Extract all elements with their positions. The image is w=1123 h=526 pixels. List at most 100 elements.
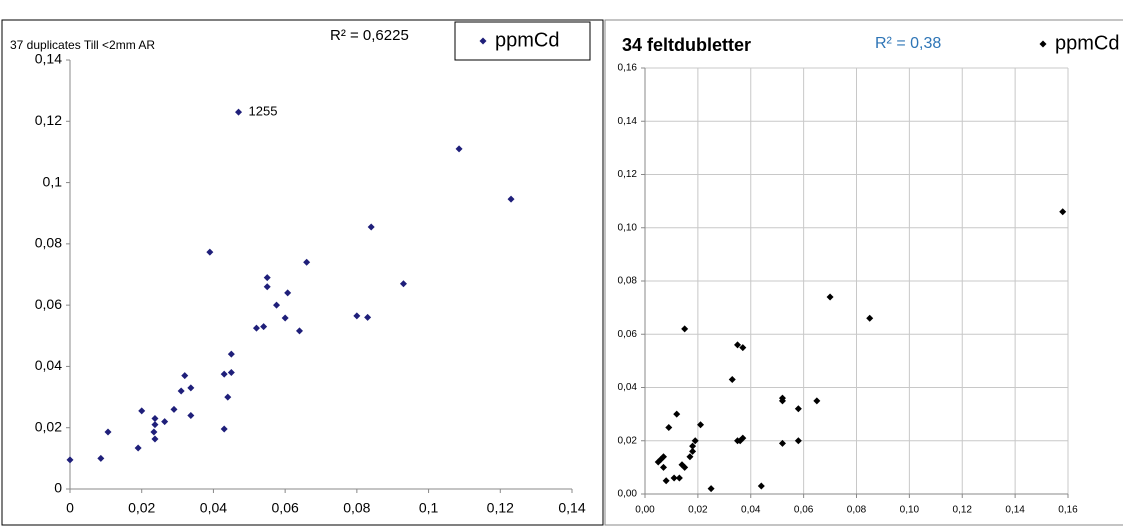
y-tick-label: 0,06 (618, 329, 638, 340)
x-tick-label: 0,00 (635, 505, 655, 516)
point (813, 397, 821, 405)
point (399, 280, 407, 288)
x-tick-label: 0,12 (487, 500, 514, 516)
point (151, 421, 159, 429)
y-tick-label: 0,02 (35, 418, 62, 434)
point (97, 454, 105, 462)
x-tick-label: 0 (66, 500, 74, 516)
point (757, 482, 765, 490)
point (181, 372, 189, 380)
y-tick-label: 0 (54, 480, 62, 496)
x-tick-label: 0,12 (953, 505, 973, 516)
y-tick-label: 0,02 (618, 435, 638, 446)
point (778, 439, 786, 447)
point (728, 376, 736, 384)
point (778, 397, 786, 405)
r-squared: R² = 0,6225 (330, 27, 409, 44)
x-tick-label: 0,02 (128, 500, 155, 516)
point (227, 369, 235, 377)
point (707, 485, 715, 493)
point (670, 474, 678, 482)
y-tick-label: 0,16 (618, 63, 638, 74)
legend-label: ppmCd (1055, 32, 1119, 54)
point (263, 274, 271, 282)
point (866, 314, 874, 322)
point (739, 434, 747, 442)
x-tick-label: 0,08 (343, 500, 370, 516)
legend-marker (1039, 40, 1047, 48)
y-tick-label: 0,04 (35, 357, 62, 373)
point (161, 418, 169, 426)
point (263, 283, 271, 291)
point (697, 421, 705, 429)
legend-marker (479, 37, 487, 45)
point (227, 350, 235, 358)
y-tick-label: 0,00 (618, 489, 638, 500)
y-tick-label: 0,14 (35, 51, 62, 67)
y-tick-label: 0,12 (35, 112, 62, 128)
point (206, 248, 214, 256)
legend-label: ppmCd (495, 29, 559, 51)
point (665, 423, 673, 431)
point (134, 444, 142, 452)
y-tick-label: 0,06 (35, 296, 62, 312)
legend-box (454, 21, 591, 61)
point (252, 324, 260, 332)
x-tick-label: 0,06 (794, 505, 814, 516)
y-tick-label: 0,04 (618, 382, 638, 393)
point (260, 323, 268, 331)
point (794, 405, 802, 413)
left-panel (1, 19, 604, 526)
point (734, 341, 742, 349)
point (681, 463, 689, 471)
x-tick-label: 0,1 (419, 500, 439, 516)
y-tick-label: 0,1 (43, 173, 63, 189)
point (66, 456, 74, 464)
point (187, 384, 195, 392)
point (235, 108, 243, 116)
point (689, 447, 697, 455)
point (151, 415, 159, 423)
point (170, 405, 178, 413)
point (220, 370, 228, 378)
point (681, 325, 689, 333)
right-panel (604, 19, 1123, 526)
x-tick-label: 0,06 (272, 500, 299, 516)
x-tick-label: 0,14 (1005, 505, 1025, 516)
point (151, 435, 159, 443)
x-tick-label: 0,02 (688, 505, 708, 516)
y-tick-label: 0,08 (35, 235, 62, 251)
point (220, 425, 228, 433)
point (284, 289, 292, 297)
point (660, 453, 668, 461)
point (691, 437, 699, 445)
r-squared: R² = 0,38 (875, 35, 941, 52)
point (455, 145, 463, 153)
point (367, 223, 375, 231)
point (353, 312, 361, 320)
point (138, 407, 146, 415)
point (295, 327, 303, 335)
point (794, 437, 802, 445)
point (187, 411, 195, 419)
point (739, 344, 747, 352)
point (303, 258, 311, 266)
point-label: 1255 (249, 104, 278, 119)
point (104, 428, 112, 436)
point (177, 387, 185, 395)
point (273, 301, 281, 309)
y-tick-label: 0,10 (618, 222, 638, 233)
x-tick-label: 0,08 (847, 505, 867, 516)
x-tick-label: 0,04 (200, 500, 227, 516)
point (675, 474, 683, 482)
point (662, 477, 670, 485)
y-tick-label: 0,14 (618, 116, 638, 127)
point (281, 314, 289, 322)
point (364, 313, 372, 321)
point (507, 195, 515, 203)
y-tick-label: 0,08 (618, 276, 638, 287)
point (224, 393, 232, 401)
point (826, 293, 834, 301)
x-tick-label: 0,04 (741, 505, 761, 516)
